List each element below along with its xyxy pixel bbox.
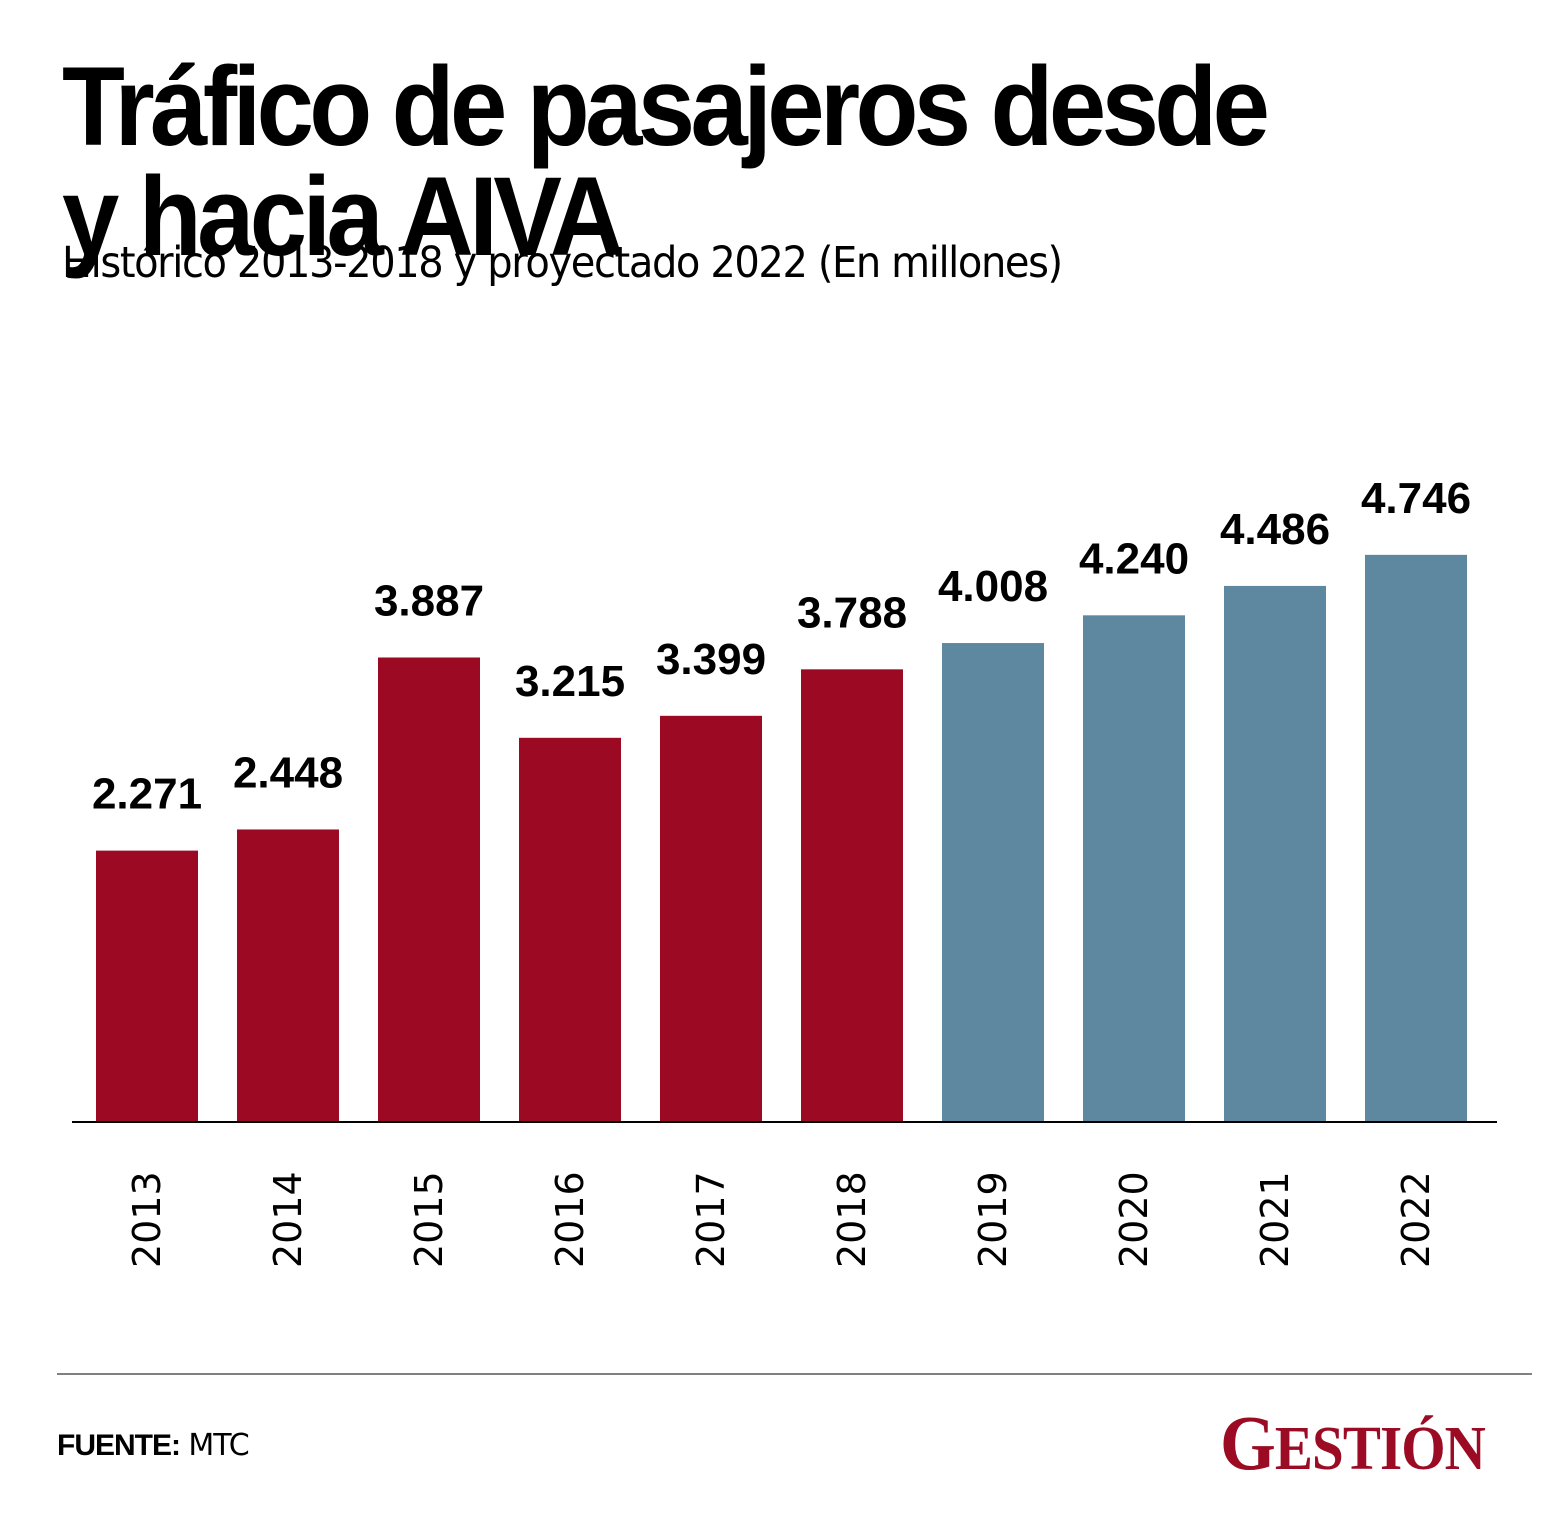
x-tick-label-2015: 2015 bbox=[407, 1171, 451, 1268]
bar-2016 bbox=[519, 737, 621, 1122]
bars-group bbox=[96, 554, 1467, 1122]
value-label-2016: 3.215 bbox=[515, 657, 625, 706]
value-labels-group: 2.271 2.448 3.887 3.215 3.399 3.788 4.008 4.240… bbox=[92, 474, 1471, 819]
value-label-2013: 2.271 bbox=[92, 770, 202, 819]
bar-2019 bbox=[942, 643, 1044, 1122]
chart-title-line-2: y hacia AIVA bbox=[62, 154, 624, 279]
bar-2013 bbox=[96, 850, 198, 1122]
value-label-2020: 4.240 bbox=[1079, 534, 1189, 583]
x-tick-label-2019: 2019 bbox=[971, 1171, 1015, 1268]
x-tick-label-2020: 2020 bbox=[1112, 1171, 1156, 1268]
value-label-2017: 3.399 bbox=[656, 635, 766, 684]
source-note: FUENTE: MTC bbox=[57, 1428, 250, 1463]
value-label-2022: 4.746 bbox=[1361, 474, 1471, 523]
bar-2018 bbox=[801, 669, 903, 1122]
x-tick-label-2022: 2022 bbox=[1394, 1171, 1438, 1268]
x-tick-labels-group: 2013 2014 2015 2016 2017 2018 2019 2020 2021 2022 bbox=[125, 1171, 1438, 1268]
source-value: MTC bbox=[188, 1428, 249, 1463]
bar-2015 bbox=[378, 657, 480, 1122]
x-tick-label-2018: 2018 bbox=[830, 1171, 874, 1268]
bar-2021 bbox=[1224, 585, 1326, 1122]
x-tick-label-2017: 2017 bbox=[689, 1171, 733, 1268]
value-label-2018: 3.788 bbox=[797, 588, 907, 637]
bar-chart: 2.271 2.448 3.887 3.215 3.399 3.788 4.008 4.240… bbox=[72, 474, 1497, 1268]
logo-initial: G bbox=[1220, 1399, 1276, 1486]
x-tick-label-2013: 2013 bbox=[125, 1171, 169, 1268]
chart-title-line-1: Tráfico de pasajeros desde bbox=[62, 44, 1270, 169]
x-tick-label-2016: 2016 bbox=[548, 1171, 592, 1268]
footer-divider bbox=[57, 1373, 1532, 1375]
source-key: FUENTE: bbox=[57, 1429, 181, 1462]
value-label-2014: 2.448 bbox=[233, 748, 343, 797]
logo-rest: ESTIÓN bbox=[1274, 1415, 1486, 1483]
x-tick-label-2014: 2014 bbox=[266, 1171, 310, 1268]
chart-subtitle: Histórico 2013-2018 y proyectado 2022 (E… bbox=[62, 238, 1063, 288]
chart-title: Tráfico de pasajeros desde y hacia AIVA bbox=[62, 44, 1396, 279]
gestion-logo: GESTIÓN bbox=[1220, 1398, 1486, 1488]
bar-2017 bbox=[660, 715, 762, 1122]
value-label-2019: 4.008 bbox=[938, 562, 1048, 611]
bar-2022 bbox=[1365, 554, 1467, 1122]
x-tick-label-2021: 2021 bbox=[1253, 1171, 1297, 1268]
value-label-2015: 3.887 bbox=[374, 577, 484, 626]
bar-2014 bbox=[237, 829, 339, 1122]
bar-2020 bbox=[1083, 615, 1185, 1122]
value-label-2021: 4.486 bbox=[1220, 505, 1330, 554]
